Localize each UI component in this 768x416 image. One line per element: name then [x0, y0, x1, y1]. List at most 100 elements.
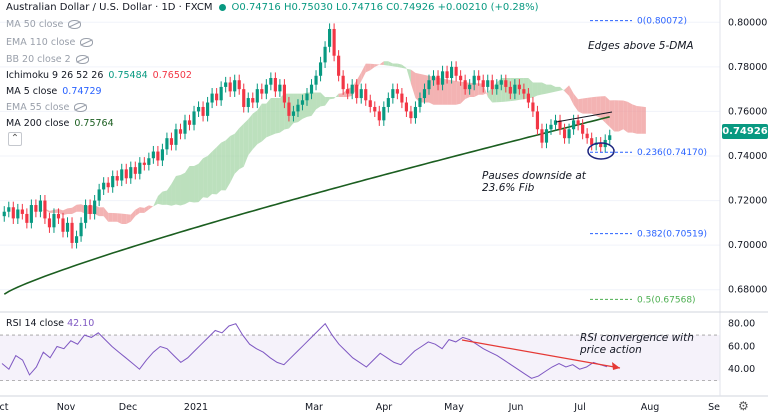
high-value: H0.75030 [283, 2, 333, 13]
cloud-segment [58, 208, 63, 216]
candle-body [341, 75, 345, 90]
candle-body [368, 100, 372, 107]
candle-body [201, 106, 205, 116]
candle-body [65, 222, 70, 232]
candle-body [224, 82, 228, 87]
rsi-value: 42.10 [67, 318, 95, 329]
candle-body [47, 218, 52, 228]
cloud-segment [528, 78, 533, 99]
candle-body [328, 28, 332, 47]
fib-label: 0.236(0.74170) [637, 148, 707, 158]
candle-body [504, 80, 508, 87]
symbol-title[interactable]: Australian Dollar / U.S. Dollar · 1D · F… [6, 2, 213, 13]
cloud-segment [596, 96, 601, 119]
cloud-segment [569, 85, 574, 105]
candle-body [418, 98, 422, 107]
cloud-segment [121, 213, 127, 224]
time-tick-label: Apr [376, 402, 393, 413]
indicator-label: MA 200 close [6, 118, 70, 129]
fibonacci-levels: 0(0.80072) 0.236(0.74170) 0.382(0.70519) 0.… [590, 17, 707, 305]
candle-body [526, 93, 530, 103]
price-tick-label: 0.76000 [728, 106, 767, 117]
ma200-value: 0.75764 [74, 118, 114, 129]
candle-body [102, 182, 106, 190]
cloud-segment [392, 63, 398, 68]
cloud-segment [126, 214, 131, 224]
ichimoku-value-1: 0.75484 [108, 70, 148, 81]
candle-body [445, 71, 449, 78]
cloud-segment [320, 92, 326, 107]
cloud-segment [388, 61, 393, 67]
candle-body [219, 86, 223, 101]
candle-body [558, 120, 562, 130]
cloud-segment [541, 82, 547, 95]
cloud-segment [627, 101, 633, 133]
time-tick-label: Jun [508, 402, 524, 413]
candle-body [576, 120, 580, 125]
cloud-segment [510, 78, 515, 102]
hidden-eye-icon[interactable] [68, 20, 82, 29]
cloud-segment [410, 69, 416, 99]
chart-header: Australian Dollar / U.S. Dollar · 1D · F… [6, 2, 539, 13]
candle-body [468, 84, 472, 90]
ma200-path [3, 116, 610, 295]
cloud-segment [166, 183, 172, 206]
cloud-segment [623, 100, 628, 133]
note-edges: Edges above 5-DMA [588, 40, 694, 52]
candle-body [522, 89, 526, 94]
cloud-segment [248, 113, 253, 156]
candle-body [355, 84, 359, 99]
cloud-segment [456, 81, 461, 105]
candle-body [34, 205, 38, 212]
price-tick-label: 0.70000 [728, 240, 767, 251]
candle-body [373, 106, 377, 112]
cloud-segment [514, 78, 520, 101]
indicator-ma50[interactable]: MA 50 close [6, 19, 82, 30]
candle-body [562, 129, 567, 139]
candle-body [599, 142, 603, 148]
candle-body [337, 55, 341, 76]
cloud-segment [605, 96, 610, 128]
indicator-bb20[interactable]: BB 20 close 2 [6, 54, 89, 65]
candle-body [151, 151, 155, 159]
candle-body [165, 138, 169, 150]
cloud-segment [225, 135, 231, 191]
rsi-label[interactable]: RSI 14 close 42.10 [6, 318, 94, 329]
candle-body [300, 100, 305, 105]
change-value: +0.00210 (+0.28%) [437, 2, 539, 13]
candle-body [413, 106, 418, 119]
candle-body [422, 89, 427, 99]
candles [2, 23, 612, 249]
grid-lines [0, 21, 720, 291]
cloud-segment [397, 63, 402, 68]
indicator-ma5[interactable]: MA 5 close 0.74729 [6, 86, 102, 97]
candle-body [228, 82, 232, 92]
indicator-ichimoku[interactable]: Ichimoku 9 26 52 26 0.75484 0.76502 [6, 70, 192, 81]
cloud-segment [212, 147, 217, 195]
candle-body [133, 167, 137, 174]
collapse-indicators-button[interactable]: ⌃ [8, 132, 22, 146]
hidden-eye-icon[interactable] [80, 38, 94, 47]
rsi-band [0, 335, 720, 381]
cloud-segment [519, 78, 524, 100]
cloud-segment [189, 166, 195, 203]
candle-body [540, 129, 544, 143]
indicator-ma200[interactable]: MA 200 close 0.75764 [6, 118, 114, 129]
time-tick-label: Se [708, 402, 720, 413]
hidden-eye-icon[interactable] [74, 103, 88, 112]
cloud-segment [49, 209, 54, 213]
hidden-eye-icon[interactable] [75, 55, 89, 64]
settings-gear-icon[interactable]: ⚙ [738, 399, 749, 413]
candle-body [142, 162, 146, 165]
low-value: L0.74716 [336, 2, 383, 13]
price-tick-label: 0.74000 [728, 151, 767, 162]
candle-body [215, 93, 219, 101]
cloud-segment [632, 104, 637, 134]
candle-body [314, 75, 318, 85]
candle-body [20, 209, 24, 214]
indicator-ema55[interactable]: EMA 55 close [6, 102, 88, 113]
candle-body [93, 200, 97, 214]
indicator-ema110[interactable]: EMA 110 close [6, 37, 94, 48]
